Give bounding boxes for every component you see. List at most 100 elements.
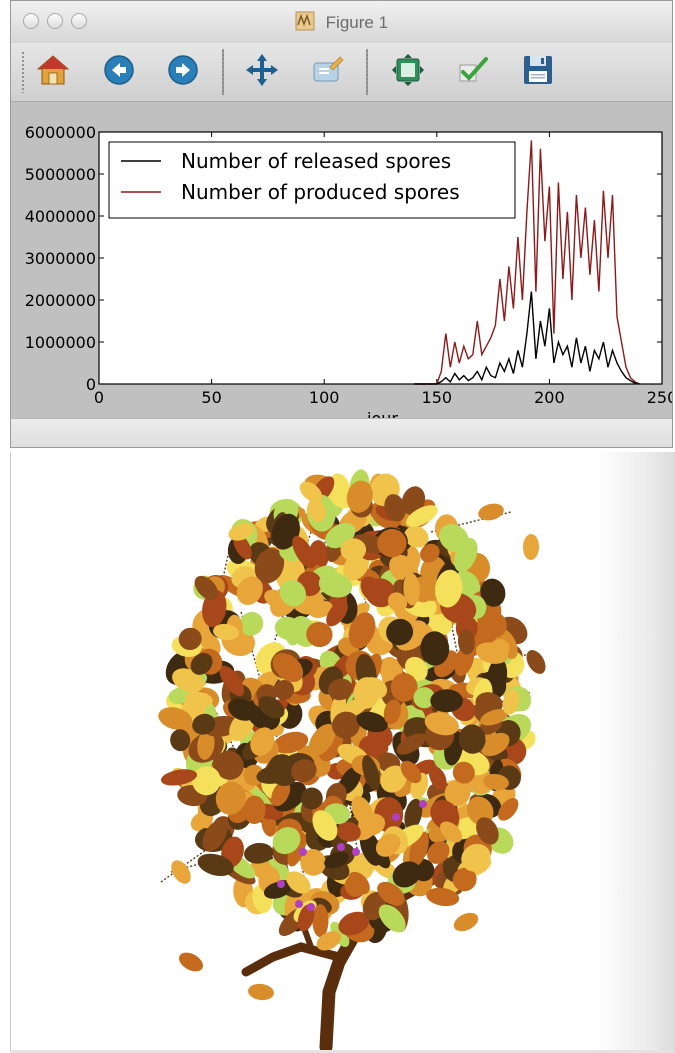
zoom-window-button[interactable]: [71, 13, 87, 29]
leaf: [348, 612, 376, 649]
leaf: [380, 765, 407, 793]
navigation-toolbar: [11, 43, 672, 102]
leaf: [312, 810, 338, 841]
fruit: [277, 880, 285, 888]
edit-button[interactable]: [453, 52, 493, 92]
leaf: [483, 773, 509, 791]
title-bar[interactable]: Figure 1: [11, 1, 672, 44]
plant-3d-view[interactable]: [10, 452, 675, 1053]
tree-scene: [158, 469, 546, 1053]
subplots-button[interactable]: [388, 52, 428, 92]
leaf: [297, 904, 315, 932]
leaf: [427, 841, 450, 864]
zoom-button[interactable]: [307, 52, 347, 92]
leaf: [273, 731, 309, 754]
leaf: [158, 707, 193, 730]
fruit: [307, 903, 315, 911]
leaf: [383, 699, 402, 725]
leaf: [390, 673, 418, 702]
leaf: [405, 505, 438, 527]
leaf: [434, 569, 463, 608]
minimize-window-button[interactable]: [47, 13, 63, 29]
leaf: [356, 711, 388, 733]
fruit: [352, 848, 360, 856]
leaf: [452, 867, 477, 892]
leaf: [236, 576, 263, 605]
series-line-released: [414, 291, 640, 385]
leaf: [244, 842, 274, 864]
save-button[interactable]: [518, 52, 558, 92]
home-button[interactable]: [33, 52, 73, 92]
leaf: [362, 755, 380, 791]
leaf: [307, 498, 326, 522]
leaf: [318, 572, 353, 598]
leaf: [401, 486, 426, 516]
leaf: [387, 592, 408, 612]
leaf: [214, 750, 244, 780]
leaf: [365, 578, 396, 608]
leaf: [300, 849, 326, 876]
leaf: [215, 781, 246, 815]
forward-button[interactable]: [163, 52, 203, 92]
leaf: [522, 534, 540, 560]
plot-canvas[interactable]: 0 50 100 150 200 250 0 1000000 2000000 3000000 400…: [11, 102, 672, 418]
leaf: [498, 798, 519, 821]
leaf: [324, 851, 349, 869]
subplots-icon: [391, 53, 425, 92]
leaf: [197, 853, 234, 877]
leaf: [378, 904, 406, 933]
spore-chart: 0 50 100 150 200 250 0 1000000 2000000 3000000 400…: [25, 123, 672, 418]
leaf: [258, 696, 285, 719]
checkmark-icon: [456, 53, 490, 92]
leaf: [338, 911, 370, 936]
leaf: [202, 819, 228, 852]
leaf: [160, 769, 198, 786]
leaf: [461, 843, 491, 872]
leaf: [272, 653, 304, 682]
leaf: [272, 827, 301, 855]
leaf: [197, 729, 215, 760]
leaf: [487, 658, 508, 693]
leaf: [250, 727, 275, 756]
leaf: [300, 787, 323, 810]
home-icon: [36, 53, 70, 92]
leaf: [457, 629, 475, 655]
trunk: [319, 925, 363, 1053]
y-tick-label: 1000000: [25, 333, 96, 352]
y-tick-label: 5000000: [25, 165, 96, 184]
back-button[interactable]: [99, 52, 139, 92]
branch: [210, 541, 232, 633]
fruit: [295, 900, 303, 908]
x-axis-label: jour: [366, 409, 398, 418]
pan-button[interactable]: [242, 52, 282, 92]
leaf: [396, 733, 426, 755]
x-tick-label: 0: [94, 388, 104, 407]
leaf: [326, 600, 348, 627]
close-window-button[interactable]: [23, 13, 39, 29]
fruit: [419, 800, 427, 808]
floppy-disk-icon: [521, 53, 555, 92]
leaf: [243, 795, 266, 824]
leaf: [475, 642, 509, 664]
leaf: [480, 709, 508, 726]
leaf: [291, 759, 317, 783]
leaf: [453, 912, 479, 932]
leaf: [340, 538, 367, 562]
leaf: [384, 494, 406, 522]
leaf: [400, 760, 422, 784]
toolbar-separator: [366, 49, 368, 95]
fruit: [337, 843, 345, 851]
leaf: [403, 572, 420, 606]
back-arrow-icon: [103, 54, 135, 91]
leaf: [292, 536, 316, 569]
leaf: [375, 833, 401, 857]
leaf: [194, 575, 219, 601]
toolbar-separator: [222, 49, 224, 95]
leaf: [192, 713, 216, 735]
leaf: [481, 732, 510, 757]
leaf: [306, 621, 333, 648]
bottom-border: [10, 1050, 675, 1053]
leaf: [336, 821, 361, 842]
legend-label: Number of produced spores: [181, 180, 460, 204]
leaf: [308, 723, 336, 756]
